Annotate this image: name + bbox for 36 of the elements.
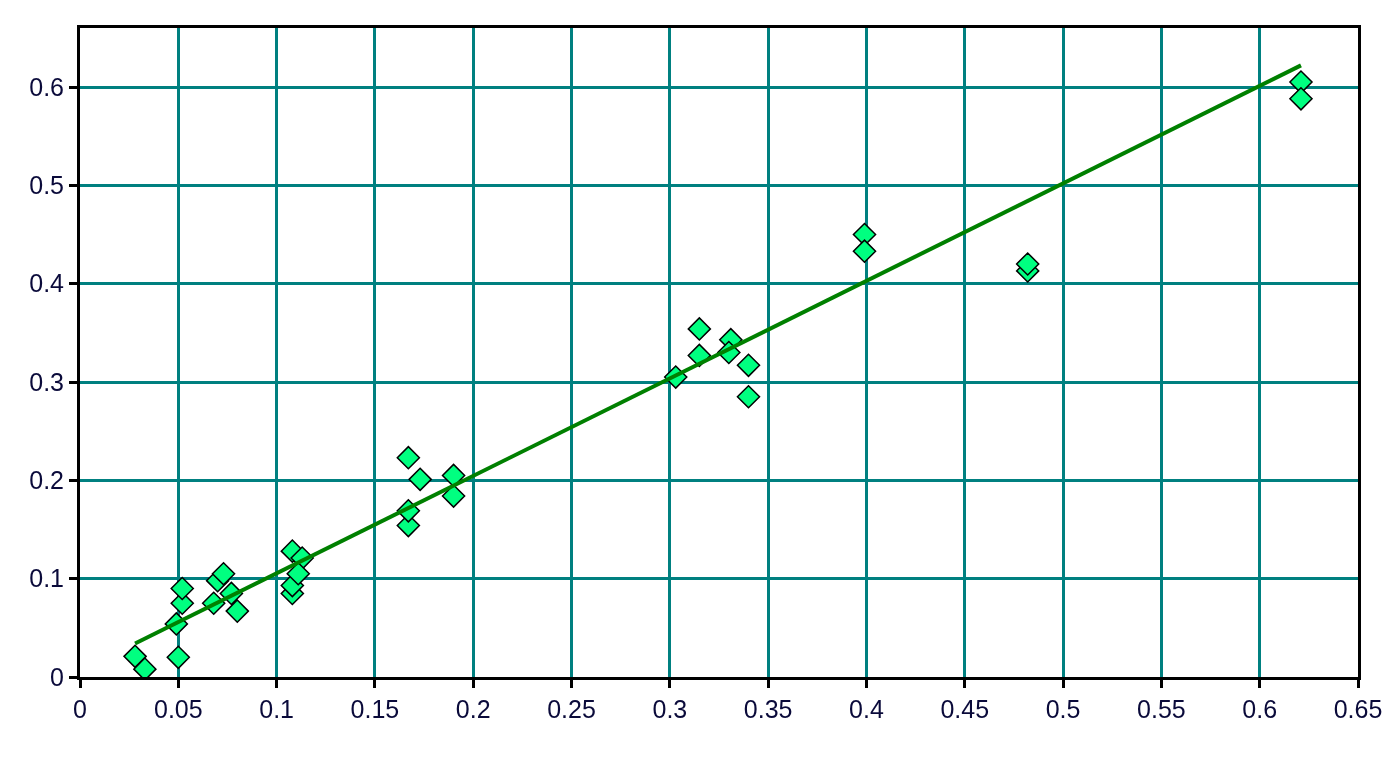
x-tick-label: 0 <box>73 695 87 723</box>
point <box>170 576 195 601</box>
point <box>1289 87 1313 111</box>
x-tick-label: 0.45 <box>940 695 990 723</box>
x-tick-label: 0.6 <box>1242 695 1278 723</box>
x-tick-label: 0.5 <box>1045 695 1081 723</box>
point <box>736 384 761 409</box>
y-tick-label: 0.2 <box>29 466 64 495</box>
y-tick-label: 0.1 <box>29 564 64 593</box>
point <box>441 484 466 508</box>
point <box>852 239 877 264</box>
y-tick-label: 0 <box>50 662 64 691</box>
x-tick-label: 0.55 <box>1137 695 1186 723</box>
x-tick-label: 0.2 <box>455 695 491 723</box>
x-tick-label: 0.4 <box>849 695 884 723</box>
point <box>396 445 421 470</box>
x-tick-label: 0.35 <box>743 695 793 723</box>
y-tick-label: 0.3 <box>29 367 64 396</box>
point <box>1015 252 1040 276</box>
point <box>736 353 761 378</box>
x-tick-label: 0.1 <box>259 695 294 723</box>
x-tick-label: 0.25 <box>547 695 596 723</box>
point <box>211 561 236 586</box>
y-tick-label: 0.5 <box>29 171 64 200</box>
y-tick-label: 0.6 <box>29 72 64 101</box>
point <box>408 467 432 492</box>
point <box>687 317 712 341</box>
point <box>286 561 311 586</box>
point <box>166 645 191 670</box>
point <box>123 644 147 669</box>
y-tick-label: 0.4 <box>29 269 65 298</box>
x-tick-label: 0.05 <box>153 695 203 723</box>
x-tick-label: 0.3 <box>652 695 688 723</box>
point <box>225 599 250 623</box>
x-tick-label: 0.15 <box>350 695 400 723</box>
x-tick-label: 0.65 <box>1333 695 1383 723</box>
